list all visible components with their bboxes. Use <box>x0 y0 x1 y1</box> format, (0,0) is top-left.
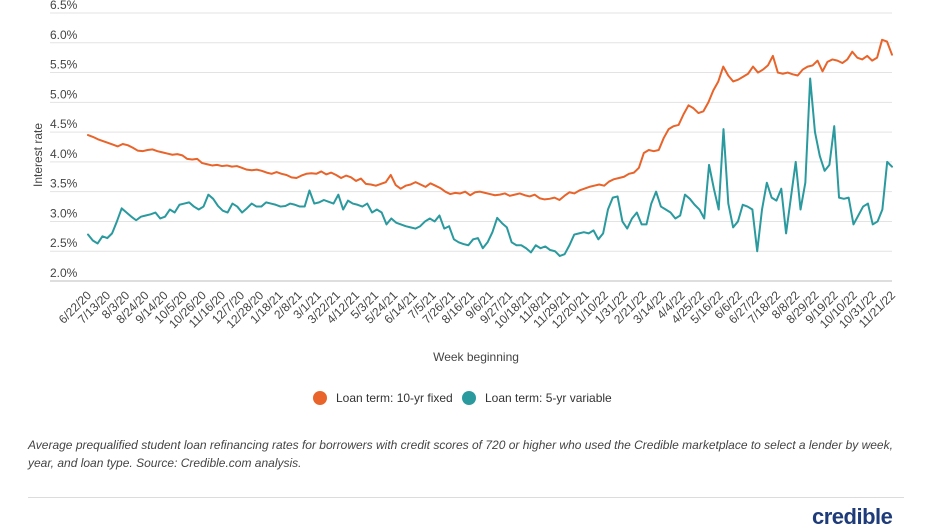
y-tick-label: 2.5% <box>50 236 78 250</box>
line-chart: 2.0% 2.5% 3.0% 3.5% 4.0% 4.5% 5.0% 5.5% 6.0% 6.5%… <box>31 0 898 405</box>
y-axis-ticks: 2.0% 2.5% 3.0% 3.5% 4.0% 4.5% 5.0% 5.5% 6.0% 6.5% <box>50 0 78 280</box>
legend: Loan term: 10-yr fixed Loan term: 5-yr va… <box>313 391 612 405</box>
x-axis-title: Week beginning <box>433 350 519 364</box>
series-line-5yr-variable <box>87 77 893 257</box>
y-tick-label: 4.5% <box>50 117 78 131</box>
legend-label: Loan term: 10-yr fixed <box>336 391 453 405</box>
y-tick-label: 3.5% <box>50 177 78 191</box>
legend-swatch <box>313 391 327 405</box>
legend-swatch <box>462 391 476 405</box>
y-axis-title: Interest rate <box>31 123 45 187</box>
y-tick-label: 6.5% <box>50 0 78 12</box>
credible-logo: credible <box>812 504 893 529</box>
footer-divider <box>28 497 904 498</box>
y-tick-label: 4.0% <box>50 147 78 161</box>
y-tick-label: 2.0% <box>50 266 78 280</box>
series-line-10yr-fixed <box>87 38 893 201</box>
y-tick-label: 5.0% <box>50 87 78 101</box>
y-tick-label: 5.5% <box>50 58 78 72</box>
legend-label: Loan term: 5-yr variable <box>485 391 612 405</box>
chart-caption: Average prequalified student loan refina… <box>28 438 893 470</box>
gridlines <box>50 12 892 282</box>
x-axis-ticks: 6/22/207/13/208/3/208/24/209/14/2010/5/2… <box>56 288 898 331</box>
y-tick-label: 3.0% <box>50 206 78 220</box>
y-tick-label: 6.0% <box>50 28 78 42</box>
series-lines <box>87 38 893 257</box>
